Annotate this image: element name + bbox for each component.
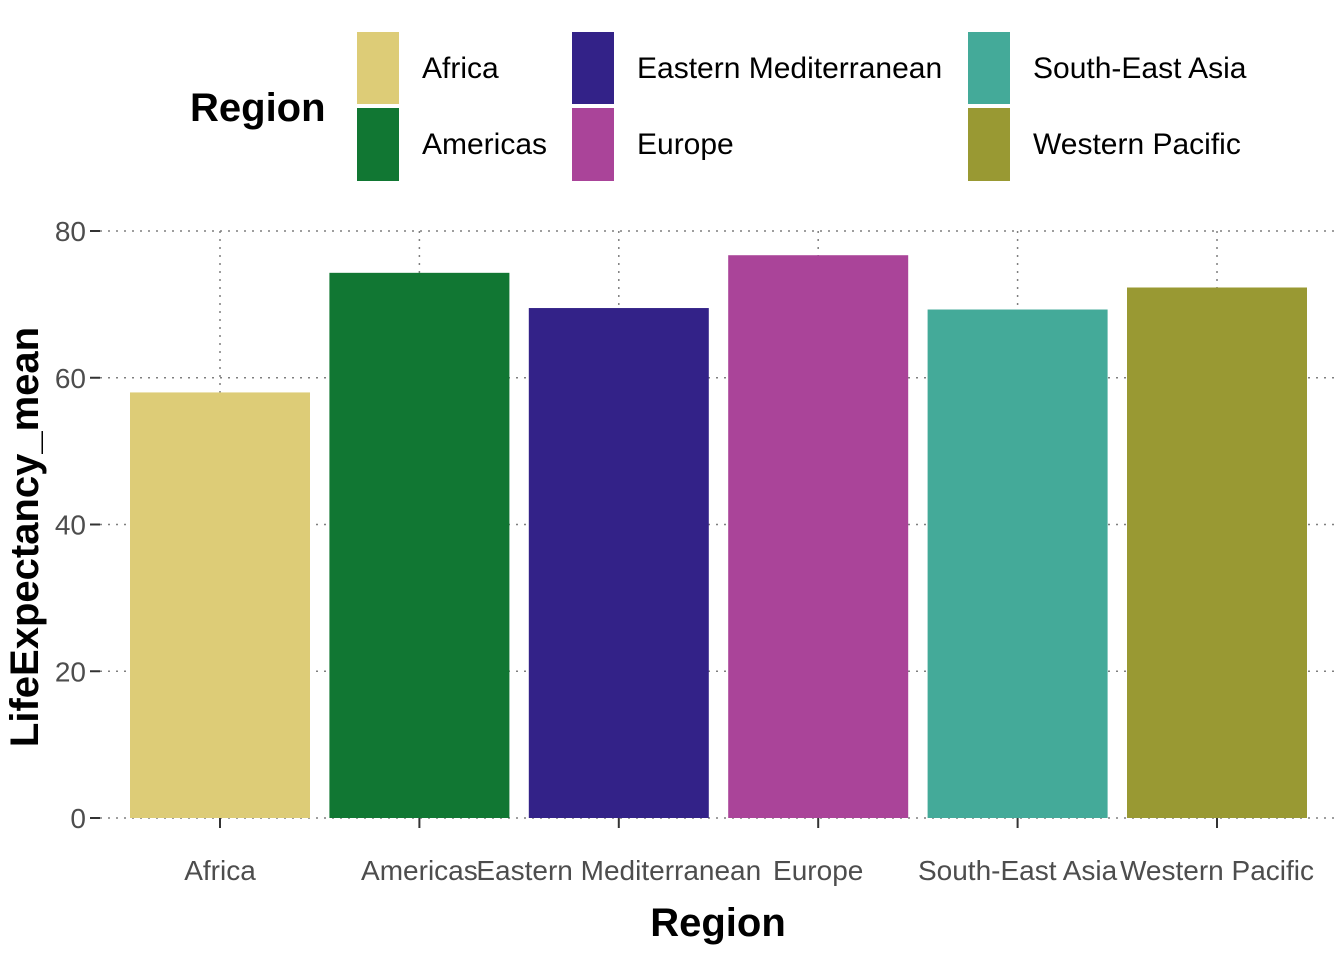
bar [927,309,1108,818]
y-tick-label: 40 [55,510,86,541]
legend-label: Western Pacific [1033,128,1241,161]
x-tick-label: South-East Asia [918,855,1118,886]
y-axis: 0 20 40 60 80 [55,216,100,834]
y-tick-label: 20 [55,656,86,687]
bars [130,255,1307,819]
bar [528,308,709,818]
legend-key [357,32,399,104]
bar [130,392,310,818]
y-tick-label: 0 [70,803,86,834]
legend: Region Africa Americas Eastern Mediterrane… [190,32,1247,181]
legend-key [968,108,1010,181]
y-tick-label: 60 [55,363,86,394]
legend-label: Europe [637,128,734,161]
bar [1127,287,1307,818]
y-tick-label: 80 [55,216,86,247]
legend-title: Region [190,86,326,130]
x-tick-label: Americas [361,855,478,886]
legend-label: Eastern Mediterranean [637,52,942,85]
x-tick-label: Western Pacific [1120,855,1314,886]
x-tick-label: Africa [184,855,256,886]
bar [728,255,909,818]
x-tick-label: Eastern Mediterranean [476,855,761,886]
legend-label: South-East Asia [1033,52,1247,85]
legend-key [357,108,399,181]
x-axis-title: Region [650,901,786,945]
y-axis-title: LifeExpectancy_mean [3,327,47,747]
legend-key [968,32,1010,104]
legend-label: Africa [422,52,499,85]
legend-key [572,108,614,181]
x-tick-label: Europe [773,855,863,886]
legend-label: Americas [422,128,547,161]
bar [329,272,510,819]
legend-key [572,32,614,104]
